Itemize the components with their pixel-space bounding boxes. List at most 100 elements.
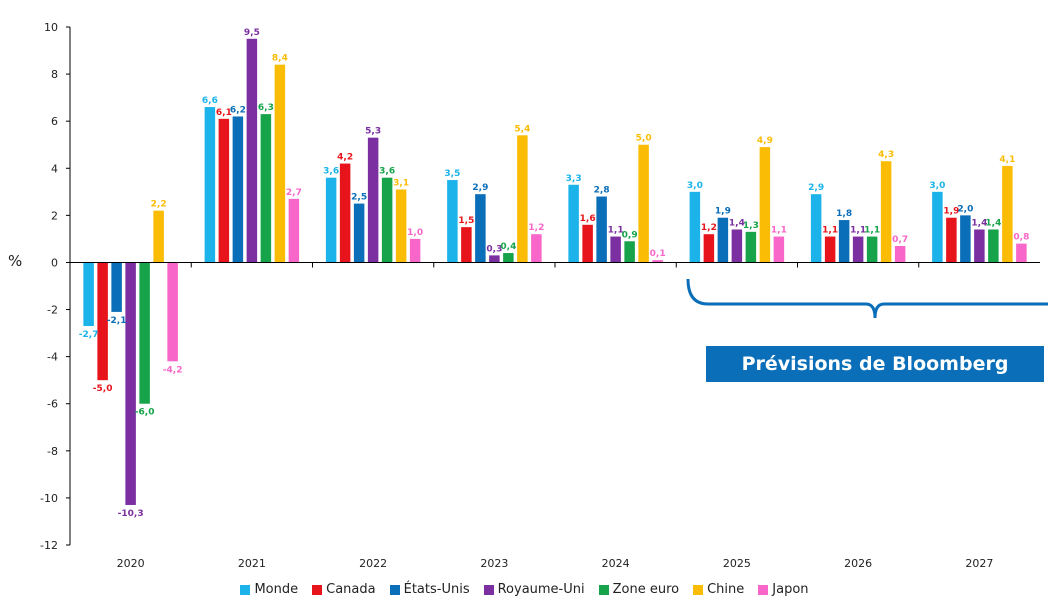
- legend-item: États-Unis: [389, 582, 470, 597]
- x-tick-label: 2026: [844, 557, 872, 570]
- bars: [83, 38, 1027, 505]
- legend-item: Chine: [693, 582, 744, 597]
- y-tick-label: -10: [40, 492, 58, 505]
- data-label: 1,4: [729, 218, 745, 228]
- legend-swatch: [598, 584, 609, 595]
- legend-swatch: [693, 584, 704, 595]
- data-label: 2,9: [472, 183, 488, 193]
- bar: [824, 236, 836, 263]
- bar: [353, 203, 365, 263]
- data-label: 3,6: [323, 167, 339, 177]
- data-label: 1,9: [715, 207, 731, 217]
- bar: [1016, 243, 1027, 263]
- legend-swatch: [758, 584, 769, 595]
- bar: [810, 194, 822, 263]
- data-label: 2,9: [808, 183, 824, 193]
- legend-swatch: [312, 584, 323, 595]
- legend-swatch: [389, 584, 400, 595]
- forecast-brace: [686, 278, 1048, 319]
- data-label: 1,5: [458, 216, 474, 226]
- data-label: 2,5: [351, 193, 367, 203]
- data-label: 6,2: [230, 105, 246, 115]
- data-label: 1,1: [822, 226, 838, 236]
- bar: [531, 234, 542, 263]
- y-tick-label: -8: [47, 445, 58, 458]
- data-label: 8,4: [272, 54, 288, 64]
- bar: [852, 236, 864, 263]
- bar: [610, 236, 621, 263]
- data-label: 1,2: [701, 223, 717, 233]
- data-label: 3,3: [566, 174, 582, 184]
- data-label: 1,4: [971, 218, 987, 228]
- data-label: 3,0: [929, 181, 945, 191]
- data-label: 1,2: [528, 223, 544, 233]
- x-tick-label: 2021: [238, 557, 266, 570]
- data-label: 3,0: [687, 181, 703, 191]
- data-label: 1,4: [985, 218, 1001, 228]
- y-tick-label: -2: [47, 304, 58, 317]
- data-label: 4,9: [757, 136, 773, 146]
- legend-item: Canada: [312, 582, 376, 597]
- bar: [932, 191, 943, 263]
- bar: [731, 229, 743, 263]
- data-label: 5,3: [365, 127, 381, 137]
- bar: [232, 116, 244, 263]
- data-label: 9,5: [244, 28, 260, 38]
- x-tick-label: 2022: [359, 557, 387, 570]
- x-tick-label: 2025: [723, 557, 751, 570]
- data-label: 0,3: [486, 244, 502, 254]
- legend-swatch: [240, 584, 251, 595]
- bar: [638, 144, 649, 263]
- x-axis: 2020 2021 2022 2023 2024 2025 2026 2027: [70, 261, 1040, 570]
- data-label: 1,1: [864, 226, 880, 236]
- data-label: 1,1: [608, 226, 624, 236]
- bar: [167, 262, 178, 362]
- data-label: 6,3: [258, 103, 274, 113]
- bar: [288, 198, 300, 263]
- bar: [97, 262, 108, 381]
- data-label: 2,2: [151, 200, 167, 210]
- data-label: -4,2: [163, 365, 183, 375]
- legend-swatch: [483, 584, 494, 595]
- legend-label: Japon: [772, 582, 809, 597]
- legend-label: Zone euro: [612, 582, 680, 597]
- bar: [153, 210, 164, 263]
- bar: [624, 241, 635, 263]
- data-label: 1,0: [407, 228, 423, 238]
- data-label: -6,0: [135, 408, 155, 418]
- bar: [395, 189, 407, 263]
- bar: [447, 180, 458, 263]
- y-tick-label: 4: [51, 162, 58, 175]
- bar: [218, 118, 230, 263]
- bar: [960, 215, 971, 263]
- data-label: 4,3: [878, 150, 894, 160]
- data-label: -2,7: [79, 330, 99, 340]
- data-label: 3,1: [393, 178, 409, 188]
- bar: [880, 161, 892, 263]
- data-label: 1,1: [850, 226, 866, 236]
- bar: [475, 194, 486, 263]
- bar: [974, 229, 985, 263]
- data-label: 2,7: [286, 188, 302, 198]
- legend-label: États-Unis: [403, 582, 470, 597]
- bar: [652, 260, 663, 263]
- data-label: 5,0: [636, 134, 652, 144]
- bar: [381, 177, 393, 263]
- legend-item: Royaume-Uni: [483, 582, 585, 597]
- data-label: 2,8: [594, 186, 610, 196]
- x-tick-label: 2027: [965, 557, 993, 570]
- data-label: 3,5: [444, 169, 460, 179]
- bar: [717, 217, 729, 263]
- y-tick-label: 6: [51, 115, 58, 128]
- bar: [582, 224, 593, 263]
- bar: [325, 177, 337, 263]
- legend-item: Japon: [758, 582, 809, 597]
- bar: [83, 262, 94, 327]
- data-label: 6,1: [216, 108, 232, 118]
- data-labels: -2,7 -5,0 -2,1 -10,3 -6,0 2,2 -4,2 6,6 6,16,2 9,5…: [79, 28, 1030, 519]
- x-tick-label: 2020: [117, 557, 145, 570]
- bar: [367, 137, 379, 263]
- legend-item: Zone euro: [598, 582, 680, 597]
- bar: [988, 229, 999, 263]
